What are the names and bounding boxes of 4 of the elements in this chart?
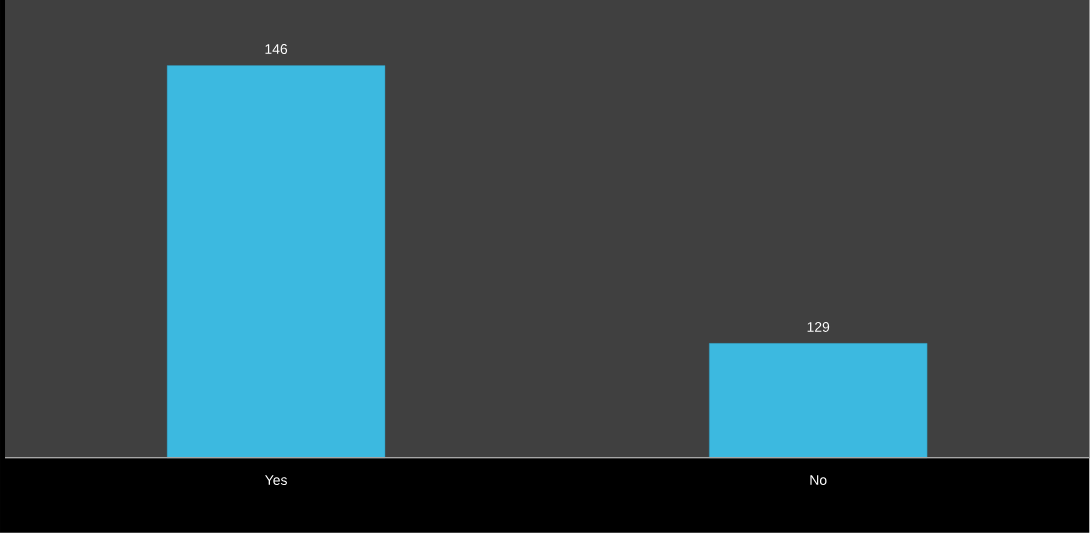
x-tick-label: Yes	[265, 475, 287, 486]
data-label: 129	[807, 322, 830, 333]
data-label: 146	[265, 44, 288, 55]
x-tick-label: No	[810, 475, 827, 486]
